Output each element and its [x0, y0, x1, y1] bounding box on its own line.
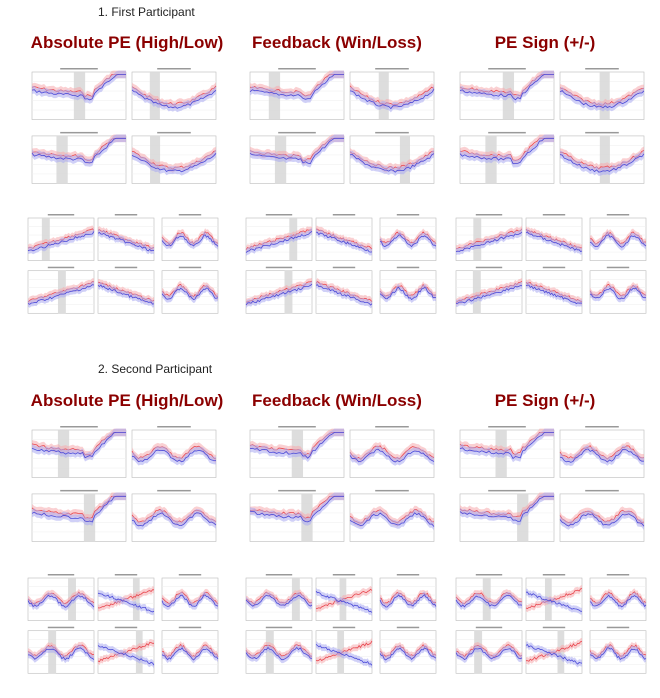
figure-participant1-bottom-2	[450, 208, 650, 320]
figure-participant2-top-0	[22, 420, 222, 552]
figure-participant2-bottom-2	[450, 568, 650, 680]
figure-participant1-top-1	[240, 62, 440, 194]
column-title-pe-sign: PE Sign (+/-)	[494, 391, 596, 410]
figure-participant1-top-0	[22, 62, 222, 194]
column-title-absolute-pe: Absolute PE (High/Low)	[30, 391, 224, 410]
figure-participant2-bottom-1	[240, 568, 440, 680]
column-title-feedback: Feedback (Win/Loss)	[252, 33, 422, 52]
column-title-absolute-pe: Absolute PE (High/Low)	[30, 33, 224, 52]
column-title-feedback: Feedback (Win/Loss)	[252, 391, 422, 410]
figure-participant1-bottom-1	[240, 208, 440, 320]
figure-participant2-top-1	[240, 420, 440, 552]
figure-participant1-bottom-0	[22, 208, 222, 320]
section-heading-first-participant: 1. First Participant	[98, 5, 195, 19]
figure-participant2-top-2	[450, 420, 650, 552]
figure-participant2-bottom-0	[22, 568, 222, 680]
column-title-pe-sign: PE Sign (+/-)	[494, 33, 596, 52]
section-heading-second-participant: 2. Second Participant	[98, 362, 213, 376]
figure-participant1-top-2	[450, 62, 650, 194]
